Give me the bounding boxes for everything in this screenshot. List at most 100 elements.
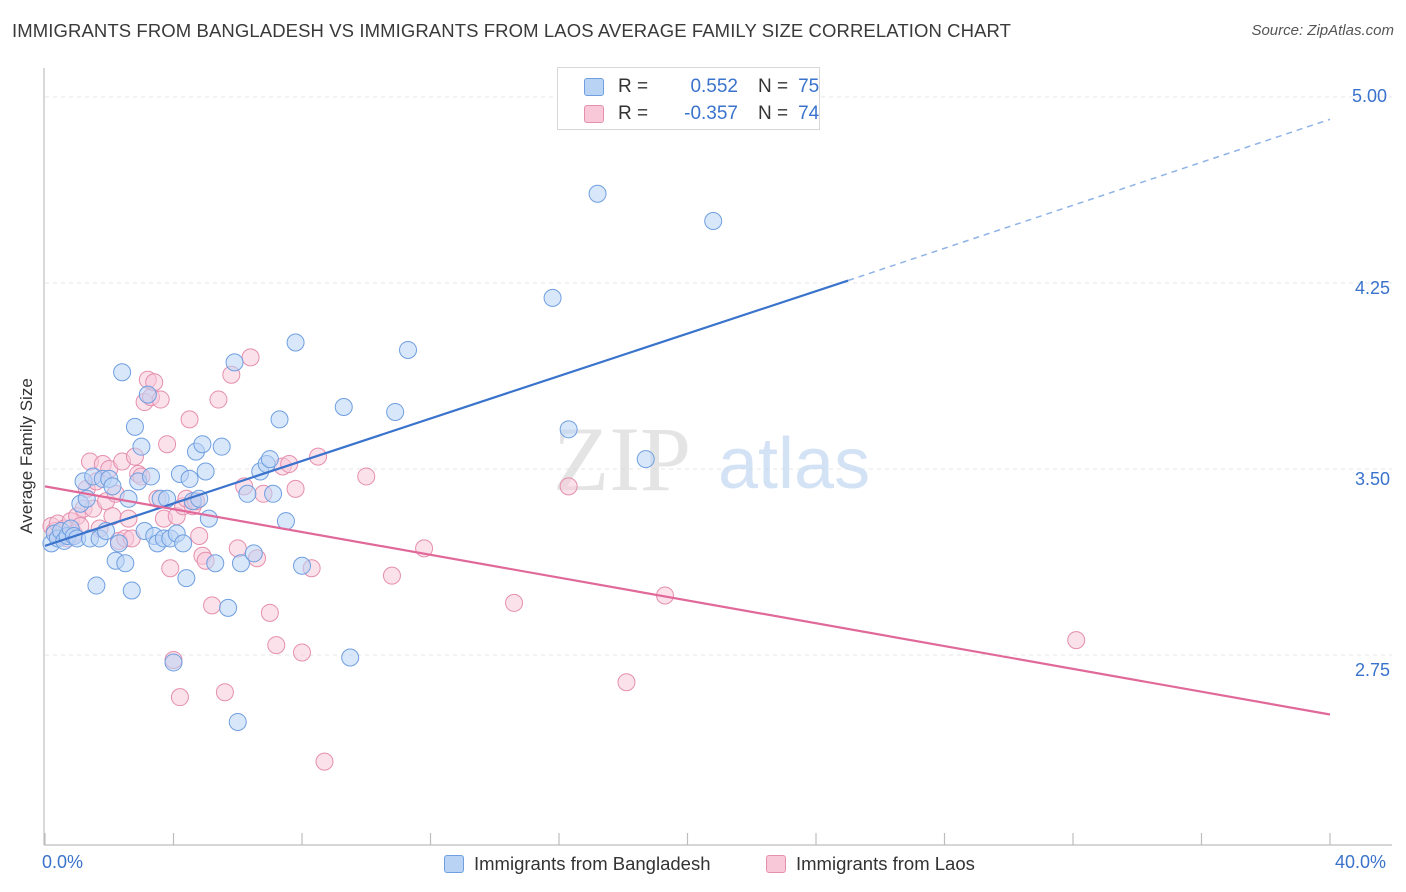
laos-point — [209, 390, 228, 409]
watermark: ZIP atlas — [553, 408, 870, 510]
bangladesh-point — [109, 534, 128, 553]
legend-r-value: 0.552 — [690, 76, 738, 97]
bangladesh-point — [260, 450, 279, 469]
bottom-legend-bangladesh: Immigrants from Bangladesh — [444, 853, 711, 875]
bangladesh-point — [228, 712, 247, 731]
chart-title: IMMIGRANTS FROM BANGLADESH VS IMMIGRANTS… — [12, 20, 1012, 41]
bangladesh-point — [286, 333, 305, 352]
x-tick-label: 0.0% — [42, 852, 84, 872]
laos-point — [170, 688, 189, 707]
laos-point — [241, 348, 260, 367]
bangladesh-point — [119, 489, 138, 508]
bangladesh-point — [225, 353, 244, 372]
bangladesh-point — [704, 212, 723, 230]
bangladesh-point — [341, 648, 360, 667]
laos-point — [228, 539, 247, 558]
bangladesh-point — [231, 554, 250, 573]
bangladesh-trend-line — [44, 279, 849, 547]
bangladesh-point — [334, 398, 353, 416]
laos-point — [315, 752, 334, 771]
laos-point — [190, 526, 209, 545]
laos-point — [158, 435, 177, 454]
chart-source: Source: ZipAtlas.com — [1251, 22, 1394, 39]
bangladesh-point — [113, 363, 132, 382]
laos-point — [617, 673, 636, 692]
bangladesh-point — [132, 437, 151, 456]
bangladesh-point — [588, 184, 607, 203]
bottom-legend-swatch-pink — [766, 855, 786, 873]
legend-n-label: N = — [758, 103, 789, 124]
bangladesh-point — [174, 534, 193, 553]
trend-lines — [44, 118, 1331, 716]
laos-point — [286, 479, 305, 498]
legend-r-value: -0.357 — [684, 103, 738, 124]
bangladesh-point — [559, 420, 578, 439]
bangladesh-point — [177, 569, 196, 588]
bangladesh-point — [103, 477, 122, 496]
bangladesh-point — [164, 653, 183, 672]
legend-r-label: R = — [618, 103, 649, 124]
bangladesh-point — [238, 484, 257, 503]
axes — [43, 68, 1392, 846]
y-tick-label: 2.75 — [1355, 660, 1391, 680]
legend-swatch-pink — [584, 105, 604, 123]
bangladesh-point — [270, 410, 289, 429]
bangladesh-point — [193, 435, 212, 454]
bangladesh-point — [206, 554, 225, 573]
bangladesh-point — [116, 554, 135, 573]
bottom-legend-label: Immigrants from Laos — [796, 853, 975, 874]
legend-n-label: N = — [758, 76, 789, 97]
bangladesh-point — [386, 402, 405, 421]
bottom-legend-label: Immigrants from Bangladesh — [474, 853, 711, 874]
y-tick-label: 3.50 — [1355, 469, 1391, 489]
y-axis-title: Average Family Size — [17, 378, 36, 534]
y-tick-label: 5.00 — [1352, 86, 1388, 106]
bangladesh-point — [244, 544, 263, 563]
bangladesh-point — [122, 581, 141, 600]
legend-n-value: 75 — [798, 76, 820, 97]
laos-point — [180, 410, 199, 429]
bangladesh-point — [399, 340, 418, 359]
laos-point — [1067, 631, 1086, 650]
y-tick-label: 4.25 — [1355, 278, 1391, 298]
legend: R = 0.552 N = 75 R = -0.357 N = 74 — [557, 67, 820, 130]
legend-row-bangladesh: R = 0.552 N = 75 — [584, 74, 819, 100]
bangladesh-point — [142, 467, 161, 486]
bangladesh-point — [180, 469, 199, 488]
watermark-atlas: atlas — [718, 424, 870, 504]
bottom-legend-laos: Immigrants from Laos — [766, 853, 975, 875]
grid-lines — [45, 96, 1392, 656]
laos-point — [203, 596, 222, 615]
bangladesh-point — [212, 437, 231, 456]
bangladesh-point — [264, 484, 283, 503]
laos-trend-line — [44, 485, 1331, 716]
laos-point — [559, 477, 578, 496]
bangladesh-point — [196, 462, 215, 481]
bangladesh-point — [199, 509, 218, 528]
bangladesh-point — [87, 576, 106, 595]
laos-point — [505, 593, 524, 612]
legend-n-value: 74 — [798, 103, 820, 124]
laos-point — [260, 603, 279, 622]
laos-point — [382, 566, 401, 585]
laos-point — [267, 636, 286, 655]
bottom-legend-swatch-blue — [444, 855, 464, 873]
laos-point — [161, 559, 180, 578]
bangladesh-point — [138, 385, 157, 404]
laos-point — [357, 467, 376, 486]
bangladesh-point — [125, 417, 144, 436]
x-tick-label: 40.0% — [1335, 852, 1387, 872]
bangladesh-trend-extension — [847, 118, 1331, 282]
bangladesh-point — [636, 450, 655, 469]
legend-swatch-blue — [584, 78, 604, 96]
bangladesh-points — [42, 184, 723, 731]
bangladesh-point — [219, 598, 238, 617]
bangladesh-point — [543, 288, 562, 307]
bangladesh-point — [293, 556, 311, 575]
laos-point — [215, 683, 234, 702]
laos-point — [293, 643, 311, 662]
legend-r-label: R = — [618, 76, 649, 97]
legend-row-laos: R = -0.357 N = 74 — [584, 101, 819, 127]
laos-point — [280, 455, 299, 474]
